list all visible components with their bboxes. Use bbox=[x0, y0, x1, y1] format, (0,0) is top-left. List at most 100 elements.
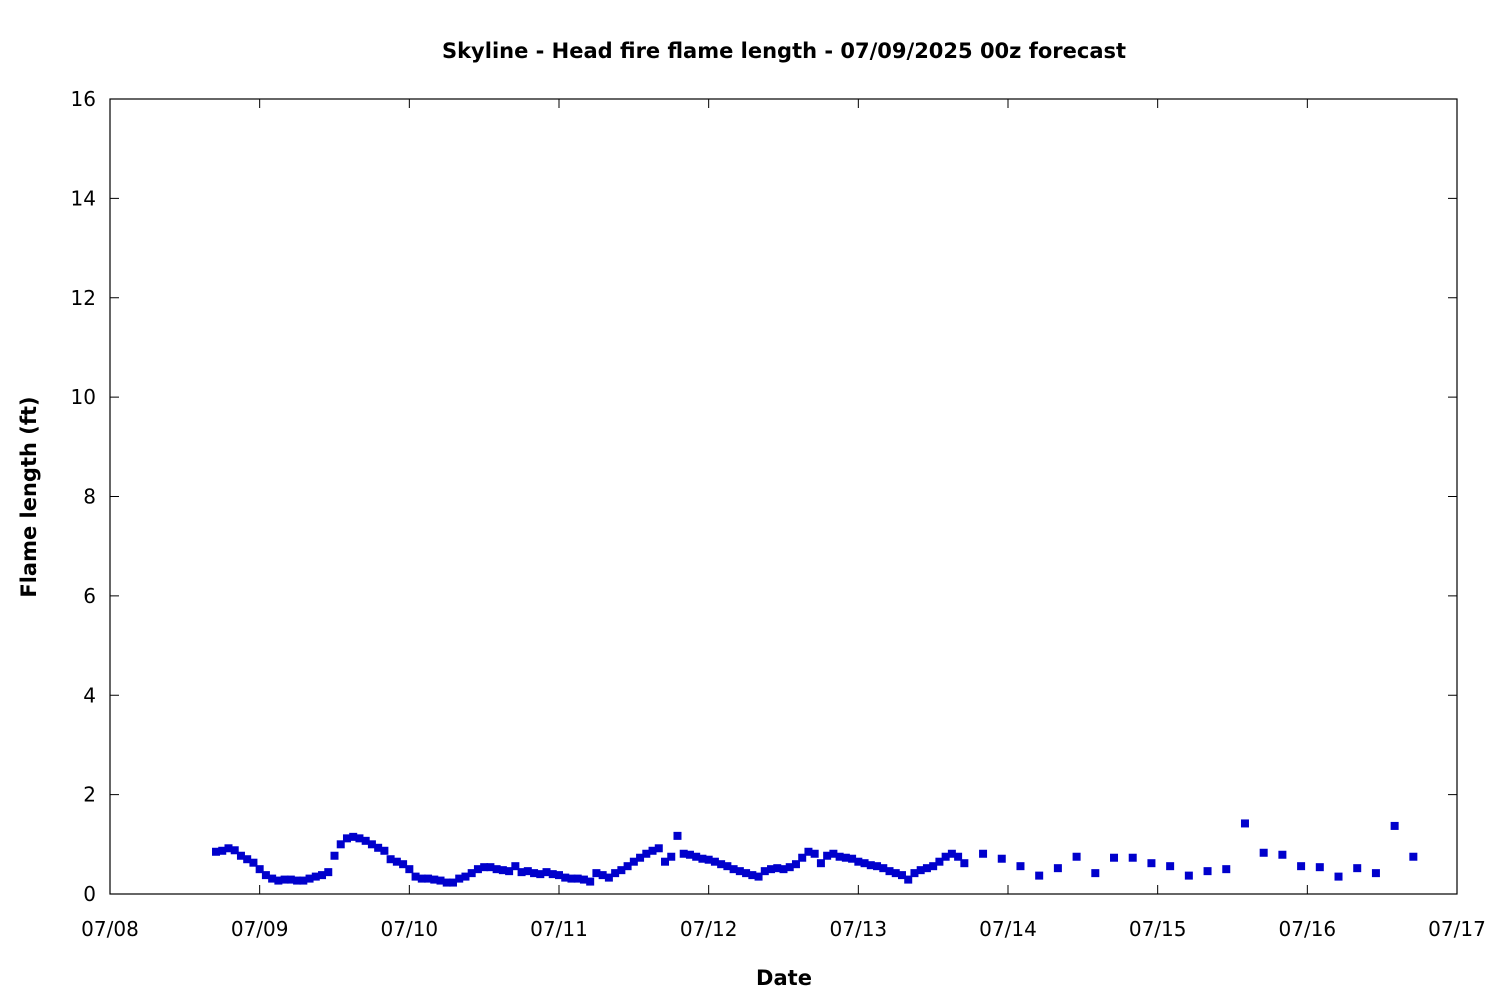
data-point bbox=[1184, 871, 1193, 880]
data-point bbox=[467, 869, 476, 878]
data-points bbox=[212, 819, 1418, 887]
data-point bbox=[1203, 867, 1212, 876]
x-tick-label: 07/11 bbox=[530, 917, 588, 941]
data-point bbox=[448, 878, 457, 887]
data-point bbox=[629, 857, 638, 866]
data-point bbox=[386, 855, 395, 864]
data-point bbox=[442, 878, 451, 887]
data-point bbox=[667, 852, 676, 861]
data-point bbox=[661, 857, 670, 866]
data-point bbox=[816, 859, 825, 868]
data-point bbox=[729, 865, 738, 874]
data-point bbox=[611, 869, 620, 878]
data-point bbox=[399, 860, 408, 869]
data-point bbox=[367, 840, 376, 849]
data-point bbox=[243, 855, 252, 864]
x-tick-label: 07/12 bbox=[680, 917, 738, 941]
data-point bbox=[1035, 871, 1044, 880]
data-point bbox=[212, 847, 221, 856]
data-point bbox=[336, 840, 345, 849]
data-point bbox=[1147, 859, 1156, 868]
data-point bbox=[342, 834, 351, 843]
y-tick-label: 12 bbox=[71, 286, 96, 310]
data-point bbox=[1091, 869, 1100, 878]
data-point bbox=[517, 868, 526, 877]
data-point bbox=[947, 849, 956, 858]
data-point bbox=[804, 847, 813, 856]
x-tick-label: 07/16 bbox=[1279, 917, 1337, 941]
y-tick-label: 8 bbox=[83, 485, 96, 509]
plot-frame bbox=[109, 98, 1458, 895]
data-point bbox=[717, 860, 726, 869]
data-point bbox=[929, 862, 938, 871]
data-point bbox=[1053, 864, 1062, 873]
data-point bbox=[455, 874, 464, 883]
data-point bbox=[530, 869, 539, 878]
data-point bbox=[1222, 865, 1231, 874]
data-point bbox=[773, 864, 782, 873]
data-point bbox=[511, 862, 520, 871]
data-point bbox=[979, 849, 988, 858]
data-point bbox=[380, 846, 389, 855]
data-point bbox=[305, 874, 314, 883]
data-point bbox=[891, 869, 900, 878]
data-point bbox=[704, 855, 713, 864]
data-point bbox=[617, 866, 626, 875]
data-point bbox=[748, 871, 757, 880]
y-tick-label: 0 bbox=[83, 882, 96, 906]
data-point bbox=[754, 872, 763, 881]
data-point bbox=[218, 846, 227, 855]
data-point bbox=[636, 853, 645, 862]
data-point bbox=[1072, 852, 1081, 861]
data-point bbox=[735, 867, 744, 876]
data-point bbox=[548, 870, 557, 879]
data-point bbox=[224, 844, 233, 853]
data-point bbox=[960, 859, 969, 868]
data-point bbox=[954, 852, 963, 861]
x-tick-label: 07/09 bbox=[231, 917, 289, 941]
data-point bbox=[897, 871, 906, 880]
data-point bbox=[1334, 872, 1343, 881]
data-point bbox=[1016, 862, 1025, 871]
data-point bbox=[299, 876, 308, 885]
data-point bbox=[355, 834, 364, 843]
data-point bbox=[810, 849, 819, 858]
data-point bbox=[1315, 863, 1324, 872]
data-point bbox=[779, 865, 788, 874]
data-point bbox=[692, 852, 701, 861]
data-point bbox=[654, 844, 663, 853]
data-point bbox=[280, 875, 289, 884]
data-point bbox=[286, 875, 295, 884]
data-point bbox=[1259, 848, 1268, 857]
axis-ticks: 07/08 07/09 07/10 07/11 07/12 07/13 07/14 07/15… bbox=[71, 87, 1486, 941]
data-point bbox=[1409, 852, 1418, 861]
data-point bbox=[698, 854, 707, 863]
data-point bbox=[330, 851, 339, 860]
data-point bbox=[1166, 862, 1175, 871]
data-point bbox=[885, 867, 894, 876]
data-point bbox=[230, 846, 239, 855]
data-point bbox=[1128, 853, 1137, 862]
data-point bbox=[922, 864, 931, 873]
data-point bbox=[255, 865, 264, 874]
y-tick-label: 14 bbox=[71, 186, 96, 210]
data-point bbox=[542, 868, 551, 877]
data-point bbox=[498, 866, 507, 875]
data-point bbox=[505, 867, 514, 876]
y-tick-label: 6 bbox=[83, 584, 96, 608]
x-tick-label: 07/08 bbox=[81, 917, 139, 941]
data-point bbox=[848, 854, 857, 863]
data-point bbox=[536, 870, 545, 879]
chart-title: Skyline - Head fire flame length - 07/09… bbox=[442, 39, 1126, 63]
x-tick-label: 07/14 bbox=[979, 917, 1037, 941]
data-point bbox=[318, 871, 327, 880]
data-point bbox=[742, 869, 751, 878]
data-point bbox=[879, 864, 888, 873]
data-point bbox=[405, 865, 414, 874]
y-tick-label: 10 bbox=[71, 385, 96, 409]
data-point bbox=[411, 872, 420, 881]
data-point bbox=[236, 851, 245, 860]
x-tick-label: 07/17 bbox=[1428, 917, 1486, 941]
data-point bbox=[1371, 869, 1380, 878]
